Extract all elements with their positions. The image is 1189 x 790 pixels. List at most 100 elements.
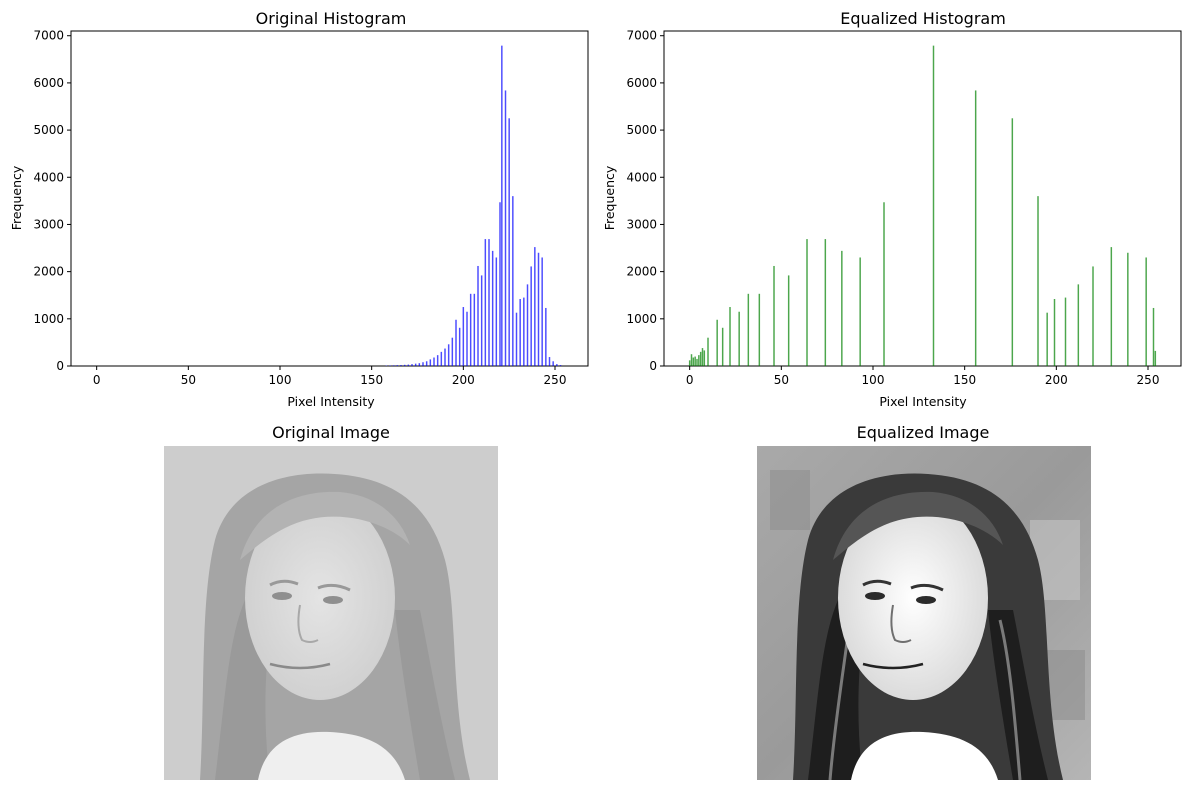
- bar: [534, 247, 536, 366]
- equalized-image: [757, 446, 1091, 780]
- bar: [512, 196, 514, 366]
- y-tick-label: 1000: [33, 312, 64, 326]
- bar: [455, 319, 457, 366]
- y-tick-label: 3000: [33, 217, 64, 231]
- equalized-histogram-xlabel: Pixel Intensity: [879, 394, 967, 409]
- bar: [694, 356, 696, 366]
- bar: [473, 293, 476, 366]
- equalized-histogram-x-ticks: 0 50 100 150 200 250: [686, 366, 1160, 387]
- y-tick-label: 2000: [33, 265, 64, 279]
- bar: [400, 365, 402, 366]
- bar: [495, 257, 498, 366]
- original-image-panel: Original Image: [164, 423, 498, 780]
- x-tick-label: 0: [93, 373, 101, 387]
- y-tick-label: 5000: [626, 123, 657, 137]
- x-tick-label: 0: [686, 373, 694, 387]
- bar: [433, 357, 435, 366]
- x-tick-label: 50: [774, 373, 789, 387]
- bar: [738, 311, 740, 366]
- x-tick-label: 100: [862, 373, 885, 387]
- y-tick-label: 2000: [626, 265, 657, 279]
- bar: [1145, 257, 1147, 366]
- bar: [1110, 247, 1113, 366]
- equalized-image-title: Equalized Image: [857, 423, 990, 442]
- y-tick-label: 4000: [626, 170, 657, 184]
- bar: [530, 266, 532, 366]
- original-histogram-xlabel: Pixel Intensity: [287, 394, 375, 409]
- bar: [883, 202, 885, 366]
- original-histogram: Original Histogram 0 50 100 150 200 250 0 1000…: [9, 9, 589, 409]
- bar: [787, 275, 790, 366]
- y-tick-label: 5000: [33, 123, 64, 137]
- equalized-image-panel: Equalized Image: [757, 423, 1091, 780]
- bar: [537, 252, 540, 366]
- bar: [932, 45, 935, 366]
- y-tick-label: 7000: [626, 29, 657, 43]
- bar: [389, 365, 391, 366]
- bar: [690, 354, 693, 366]
- bar: [504, 90, 507, 366]
- bar: [491, 250, 494, 366]
- y-tick-label: 0: [649, 359, 657, 373]
- original-image-title: Original Image: [272, 423, 390, 442]
- bar: [440, 351, 443, 366]
- bar: [747, 293, 750, 366]
- equalized-histogram-y-ticks: 0 1000 2000 3000 4000 5000 6000 7000: [626, 29, 664, 373]
- bar: [414, 363, 417, 366]
- bar: [1046, 312, 1048, 366]
- bar: [1152, 307, 1155, 366]
- bar: [429, 359, 432, 366]
- bar: [841, 250, 843, 366]
- original-histogram-axes: [70, 30, 589, 367]
- y-tick-label: 4000: [33, 170, 64, 184]
- bar: [559, 365, 562, 366]
- bar: [696, 358, 698, 366]
- bar: [1154, 350, 1157, 366]
- bar: [692, 357, 695, 366]
- equalized-histogram-title: Equalized Histogram: [840, 9, 1006, 28]
- x-tick-label: 250: [544, 373, 567, 387]
- bar: [488, 239, 490, 366]
- bar: [721, 327, 724, 366]
- bar: [477, 265, 479, 366]
- original-histogram-y-ticks: 0 1000 2000 3000 4000 5000 6000 7000: [33, 29, 71, 373]
- y-tick-label: 1000: [626, 312, 657, 326]
- bar: [458, 327, 461, 366]
- x-tick-label: 150: [360, 373, 383, 387]
- y-tick-label: 3000: [626, 217, 657, 231]
- bar: [422, 362, 424, 366]
- bar: [548, 357, 551, 366]
- bar: [974, 90, 977, 366]
- bar: [480, 275, 483, 366]
- bar: [436, 355, 439, 366]
- original-histogram-ylabel: Frequency: [9, 165, 24, 230]
- equalized-histogram: Equalized Histogram 0 50 100 150 200 250 0 100…: [602, 9, 1182, 409]
- original-histogram-bars: [385, 45, 562, 366]
- x-tick-label: 200: [452, 373, 475, 387]
- bar: [556, 364, 558, 366]
- bar: [1127, 252, 1129, 366]
- bar: [451, 337, 454, 366]
- bar: [444, 348, 446, 366]
- bar: [526, 284, 529, 366]
- bar: [469, 293, 472, 366]
- bar: [466, 311, 468, 366]
- equalized-histogram-ylabel: Frequency: [602, 165, 617, 230]
- x-tick-label: 250: [1137, 373, 1160, 387]
- bar: [501, 45, 503, 366]
- y-tick-label: 7000: [33, 29, 64, 43]
- bar: [484, 239, 487, 366]
- bar: [1077, 284, 1080, 366]
- y-tick-label: 6000: [626, 76, 657, 90]
- y-tick-label: 0: [56, 359, 64, 373]
- x-tick-label: 200: [1045, 373, 1068, 387]
- bar: [688, 360, 691, 366]
- bar: [418, 363, 421, 366]
- bar: [1037, 196, 1039, 366]
- bar: [698, 355, 700, 366]
- bar: [403, 364, 406, 366]
- bar: [396, 365, 399, 366]
- bar: [1011, 118, 1014, 366]
- bar: [462, 307, 465, 366]
